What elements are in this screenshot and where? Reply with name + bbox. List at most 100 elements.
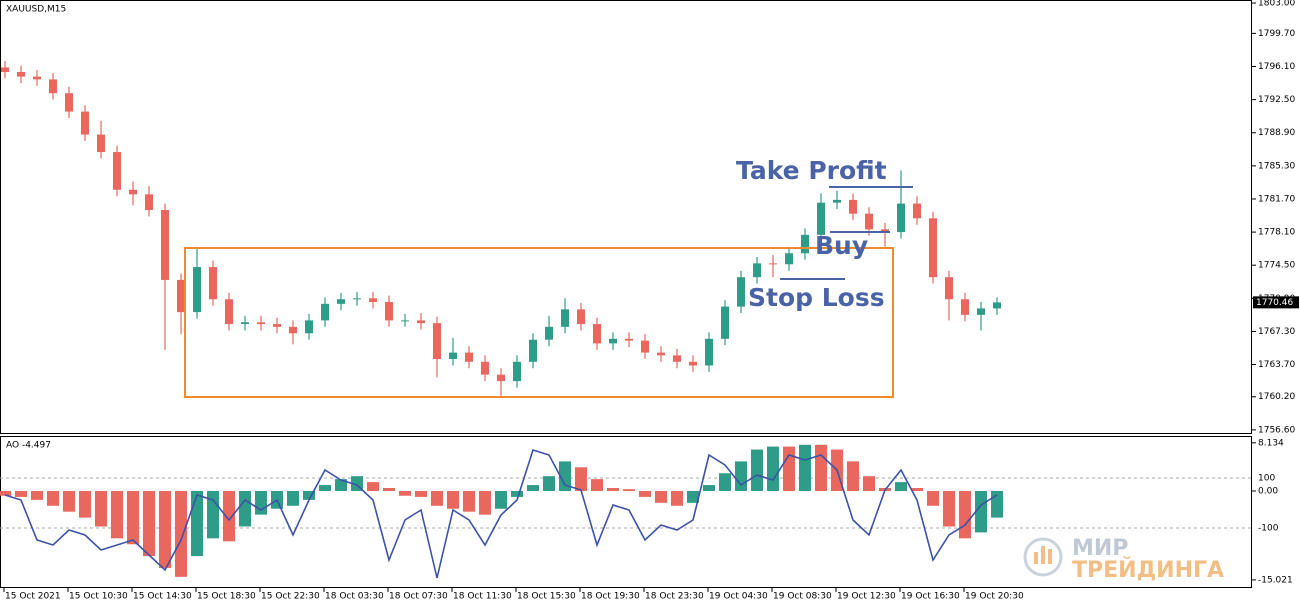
candle-body <box>177 279 185 313</box>
ao-bar <box>863 476 875 491</box>
ao-bar <box>239 490 251 527</box>
ao-bar <box>303 490 315 500</box>
ao-bar <box>895 482 907 491</box>
candle-body <box>865 213 873 230</box>
watermark-text: МИР <box>1072 536 1128 561</box>
candle-body <box>561 309 569 327</box>
candle-body <box>689 361 697 366</box>
ao-bar <box>559 461 571 491</box>
watermark: МИР ТРЕЙДИНГА <box>1023 536 1224 583</box>
ao-bar <box>319 485 331 491</box>
ao-bar <box>815 444 827 491</box>
y-tick-label: -15.021 <box>1258 575 1293 585</box>
y-tick-label: 0.00 <box>1258 486 1278 496</box>
candle-body <box>705 338 713 366</box>
candle-body <box>929 218 937 278</box>
ao-bar <box>527 485 539 491</box>
ao-bar <box>399 490 411 496</box>
candle-body <box>641 340 649 353</box>
candle-body <box>465 352 473 362</box>
ao-bar <box>639 490 651 497</box>
candle-body <box>737 277 745 307</box>
candle-body <box>769 263 777 265</box>
y-tick-label: 1796.10 <box>1258 62 1295 72</box>
y2-tick-label: 100 <box>1258 474 1275 484</box>
annotation: Stop Loss <box>748 283 885 312</box>
ao-bar <box>463 490 475 512</box>
ao-bar <box>575 467 587 491</box>
y-tick-label: 1778.10 <box>1258 228 1295 238</box>
watermark-icon <box>1048 549 1052 564</box>
x-tick-label: 15 Oct 2021 <box>5 592 61 600</box>
ao-bar <box>479 490 491 515</box>
candle-body <box>145 194 153 211</box>
ao-bar <box>975 490 987 533</box>
ao-bar <box>63 490 75 512</box>
indicator-line <box>4 448 998 579</box>
watermark-text: ТРЕЙДИНГА <box>1072 557 1224 583</box>
candle-body <box>257 322 265 325</box>
ao-bar <box>783 446 795 491</box>
candle-body <box>849 199 857 214</box>
ao-bar <box>95 490 107 527</box>
candle-body <box>593 324 601 344</box>
y-tick-label: 1774.50 <box>1258 261 1295 271</box>
ao-bar <box>767 446 779 491</box>
candle-body <box>545 326 553 340</box>
ao-bar <box>703 485 715 491</box>
candle-body <box>977 308 985 315</box>
candle-body <box>417 320 425 324</box>
watermark-icon <box>1023 537 1063 577</box>
x-tick-label: 15 Oct 22:30 <box>261 592 320 600</box>
candle-body <box>513 361 521 382</box>
x-tick-label: 18 Oct 23:30 <box>645 592 704 600</box>
ao-bar <box>175 490 187 577</box>
ao-bar <box>735 461 747 491</box>
ao-bar <box>431 490 443 506</box>
ao-bar <box>911 488 923 491</box>
range-box <box>184 247 894 398</box>
y-tick-label: 1763.70 <box>1258 360 1295 370</box>
ao-bar <box>383 488 395 491</box>
candle-body <box>657 352 665 356</box>
candle-body <box>385 301 393 321</box>
x-tick-label: 18 Oct 11:30 <box>453 592 512 600</box>
candle-body <box>353 298 361 300</box>
ao-bar <box>751 449 763 491</box>
candle-body <box>321 303 329 321</box>
x-tick-label: 18 Oct 03:30 <box>325 592 384 600</box>
ao-bar <box>111 490 123 539</box>
x-tick-label: 19 Oct 16:30 <box>901 592 960 600</box>
y-tick-label: 1767.30 <box>1258 327 1295 337</box>
ao-bar <box>719 473 731 491</box>
ao-bar <box>927 490 939 506</box>
ao-bar <box>495 490 507 509</box>
x-tick-label: 19 Oct 04:30 <box>709 592 768 600</box>
y-tick-label: 1781.70 <box>1258 194 1295 204</box>
ao-bar <box>959 490 971 539</box>
ao-bar <box>223 490 235 542</box>
candle-body <box>33 76 41 80</box>
ao-bar <box>543 476 555 491</box>
ao-bar <box>159 490 171 568</box>
ao-bar <box>415 490 427 497</box>
y-tick-label: 8.134 <box>1258 438 1284 448</box>
y-tick-label: 1803.00 <box>1258 0 1295 9</box>
candle-body <box>529 339 537 362</box>
candle-body <box>673 355 681 362</box>
ao-bar <box>607 488 619 491</box>
candle-body <box>945 277 953 300</box>
ao-bar <box>511 490 523 497</box>
watermark-icon <box>1034 552 1038 564</box>
candle-body <box>81 111 89 135</box>
ao-bar <box>15 490 27 497</box>
x-tick-label: 18 Oct 15:30 <box>517 592 576 600</box>
watermark-icon <box>1041 546 1045 564</box>
y-tick-label: 1756.60 <box>1258 425 1295 435</box>
candle-body <box>449 352 457 360</box>
candle-body <box>817 202 825 235</box>
candle-body <box>881 229 889 233</box>
y2-tick-label: -100 <box>1258 524 1279 534</box>
